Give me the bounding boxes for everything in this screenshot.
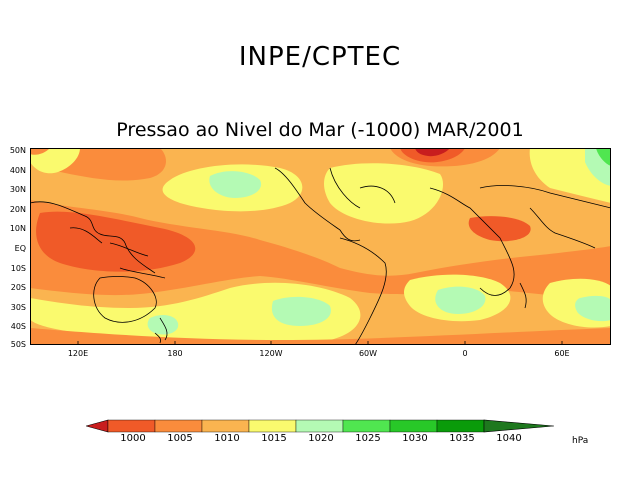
coastlines [30,167,611,345]
lat-label: 30N [9,185,26,194]
southern-ocean-low-1010 [30,328,611,345]
colorbar-unit: hPa [572,436,589,446]
lat-label: 50N [9,146,26,155]
south-pacific-high-1020 [271,296,331,326]
colorbar-swatch [436,419,485,433]
lat-label: 10N [9,224,26,233]
lon-label: 0 [462,349,468,358]
colorbar-swatch [389,419,438,433]
lon-label: 120E [67,349,89,358]
lat-label: 50S [10,340,26,349]
map-frame [30,148,611,345]
map-subtitle: Pressao ao Nivel do Mar (-1000) MAR/2001 [116,119,524,141]
colorbar-label: 1035 [449,433,475,444]
colorbar-label: 1015 [261,433,287,444]
colorbar-swatch [107,419,156,433]
page-title: INPE/CPTEC [238,42,402,72]
azores-high-1015 [324,163,444,224]
colorbar-label: 1010 [214,433,240,444]
south-pacific-high-1015 [30,282,361,344]
colorbar-label: 1040 [496,433,522,444]
lon-label: 120W [259,349,283,358]
tasman-high-1020 [147,315,179,335]
indian-ocean-high-1020 [575,295,611,322]
lat-label: 20S [10,283,26,292]
colorbar [86,419,555,433]
colorbar-max-arrow [483,419,555,433]
asia-high-1015 [30,148,80,174]
colorbar-min-arrow [86,419,109,433]
colorbar-label: 1000 [120,433,146,444]
colorbar-label: 1025 [355,433,381,444]
tropical-low-1010 [30,200,611,298]
pressure-map [30,148,611,345]
colorbar-swatch [248,419,297,433]
south-atlantic-high-1020 [435,286,486,314]
lat-label: 10S [10,264,26,273]
siberia-high-1025 [596,148,611,166]
lon-label: 60W [358,349,378,358]
colorbar-label: 1005 [167,433,193,444]
lat-label: 30S [10,303,26,312]
lon-label: 180 [167,349,183,358]
iceland-low-1000 [415,148,450,157]
north-pacific-high-1020 [209,171,262,198]
colorbar-swatch [295,419,344,433]
colorbar-label: 1030 [402,433,428,444]
lat-label: 40S [10,322,26,331]
colorbar-label: 1020 [308,433,334,444]
colorbar-swatch [342,419,391,433]
lat-label: 40N [9,166,26,175]
maritime-continent-low-1005 [36,211,196,272]
lon-label: 60E [554,349,570,358]
lat-label: EQ [14,244,26,253]
colorbar-swatch [201,419,250,433]
lat-label: 20N [9,205,26,214]
colorbar-swatch [154,419,203,433]
